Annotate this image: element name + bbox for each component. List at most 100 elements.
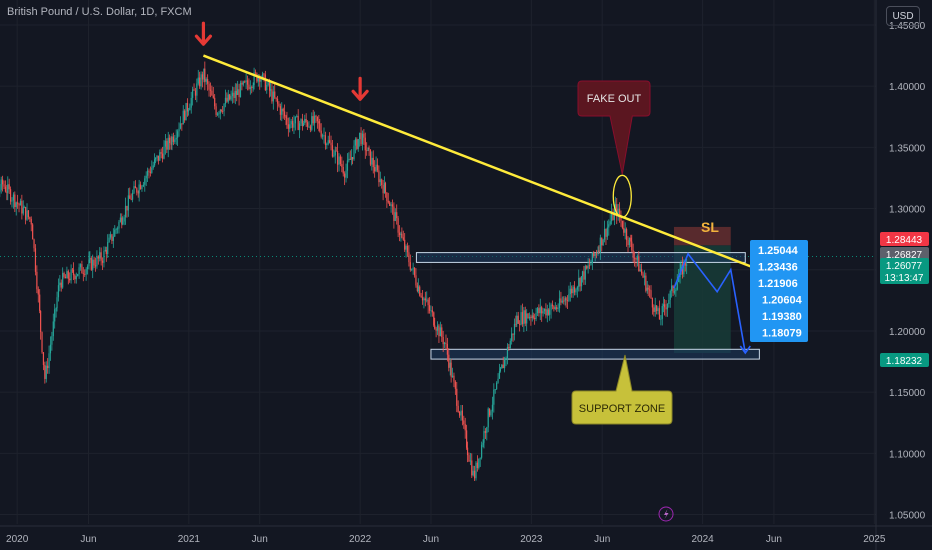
candle-body — [275, 97, 277, 99]
candle-body — [542, 311, 544, 314]
candle-body — [30, 218, 32, 225]
candle-body — [451, 375, 454, 378]
candle-body — [200, 74, 202, 87]
candle-body — [131, 192, 134, 200]
candle-body — [505, 358, 507, 359]
candle-body — [316, 116, 319, 122]
time-axis: 2020 Jun 2021 Jun 2022 Jun 2023 Jun 2024 Jun 2025 — [0, 506, 932, 545]
candle-body — [251, 87, 253, 89]
candle-body — [259, 76, 261, 82]
candle-body — [304, 118, 306, 124]
candle-body — [686, 264, 688, 266]
candle-body — [321, 135, 324, 137]
candle-body — [169, 137, 171, 144]
candle-body — [672, 285, 674, 293]
candle-body — [554, 307, 556, 310]
price-badge-countdown: 13:13:47 — [885, 273, 924, 284]
price-badge — [880, 232, 929, 246]
projection-arrowhead-icon — [739, 345, 751, 355]
candle-body — [126, 205, 128, 211]
candle-body — [291, 121, 294, 128]
candle-body — [186, 103, 189, 112]
candle-body — [551, 304, 554, 307]
candle-body — [162, 153, 164, 159]
candle-body — [643, 275, 646, 278]
currency-button[interactable]: USD — [886, 6, 920, 26]
candle-body — [512, 333, 514, 335]
candle-body — [219, 109, 221, 114]
candle-body — [378, 170, 380, 183]
candle-body — [594, 253, 596, 256]
resistance-zone — [415, 252, 746, 263]
candle-body — [404, 239, 406, 250]
candle-body — [671, 285, 673, 291]
candle-body — [174, 139, 176, 142]
candle-body — [44, 364, 46, 379]
candle-body — [244, 81, 246, 83]
candle-body — [524, 310, 526, 324]
candle-body — [684, 261, 686, 266]
candle-body — [66, 271, 68, 279]
candle-body — [584, 266, 586, 280]
candle-body — [67, 271, 69, 279]
candle-body — [336, 150, 339, 165]
candle-body — [285, 116, 287, 118]
candle-body — [107, 242, 109, 254]
candle-body — [481, 444, 483, 458]
candle-body — [430, 310, 432, 312]
candle-body — [412, 267, 414, 269]
candle-body — [220, 109, 222, 112]
candle-body — [486, 427, 488, 433]
candle-body — [360, 132, 362, 145]
candle-body — [57, 285, 60, 298]
candle-body — [650, 290, 652, 299]
candle-body — [396, 212, 398, 219]
candle-body — [327, 140, 329, 144]
candle-body — [32, 224, 34, 240]
candle-body — [171, 136, 173, 145]
candle-body — [109, 234, 112, 238]
candle-body — [134, 186, 136, 189]
x-tick-label: Jun — [252, 534, 268, 545]
x-tick-label: 2025 — [863, 534, 886, 545]
candle-body — [101, 260, 104, 263]
candle-body — [104, 249, 106, 251]
candle-body — [238, 89, 240, 98]
candle-body — [372, 157, 374, 168]
candle-body — [17, 202, 19, 204]
candle-body — [92, 259, 94, 270]
candle-body — [286, 117, 288, 125]
candle-body — [521, 312, 524, 325]
candle-body — [580, 276, 583, 287]
candle-body — [479, 457, 481, 459]
candle-body — [164, 140, 167, 147]
candle-body — [371, 157, 373, 165]
candle-body — [651, 298, 654, 308]
candle-body — [636, 256, 638, 260]
candle-body — [620, 217, 622, 221]
candle-body — [627, 240, 629, 246]
candle-body — [519, 323, 521, 325]
candle-body — [539, 307, 541, 314]
candle-body — [241, 82, 243, 85]
candle-body — [335, 150, 337, 152]
candle-body — [45, 365, 47, 379]
candle-body — [661, 306, 663, 319]
candle-body — [160, 152, 162, 154]
candle-body — [675, 289, 677, 292]
candle-body — [535, 312, 537, 320]
candle-body — [448, 354, 450, 368]
candle-body — [587, 265, 589, 269]
candle-body — [193, 89, 195, 91]
candle-body — [237, 89, 239, 96]
candle-body — [530, 316, 532, 318]
candle-body — [172, 136, 174, 142]
stop-loss-zone — [673, 226, 731, 246]
candle-body — [133, 186, 135, 193]
candle-body — [669, 290, 671, 300]
candle-body — [427, 299, 429, 306]
candle-body — [678, 277, 680, 283]
candle-body — [60, 282, 62, 288]
candle-body — [548, 309, 550, 315]
